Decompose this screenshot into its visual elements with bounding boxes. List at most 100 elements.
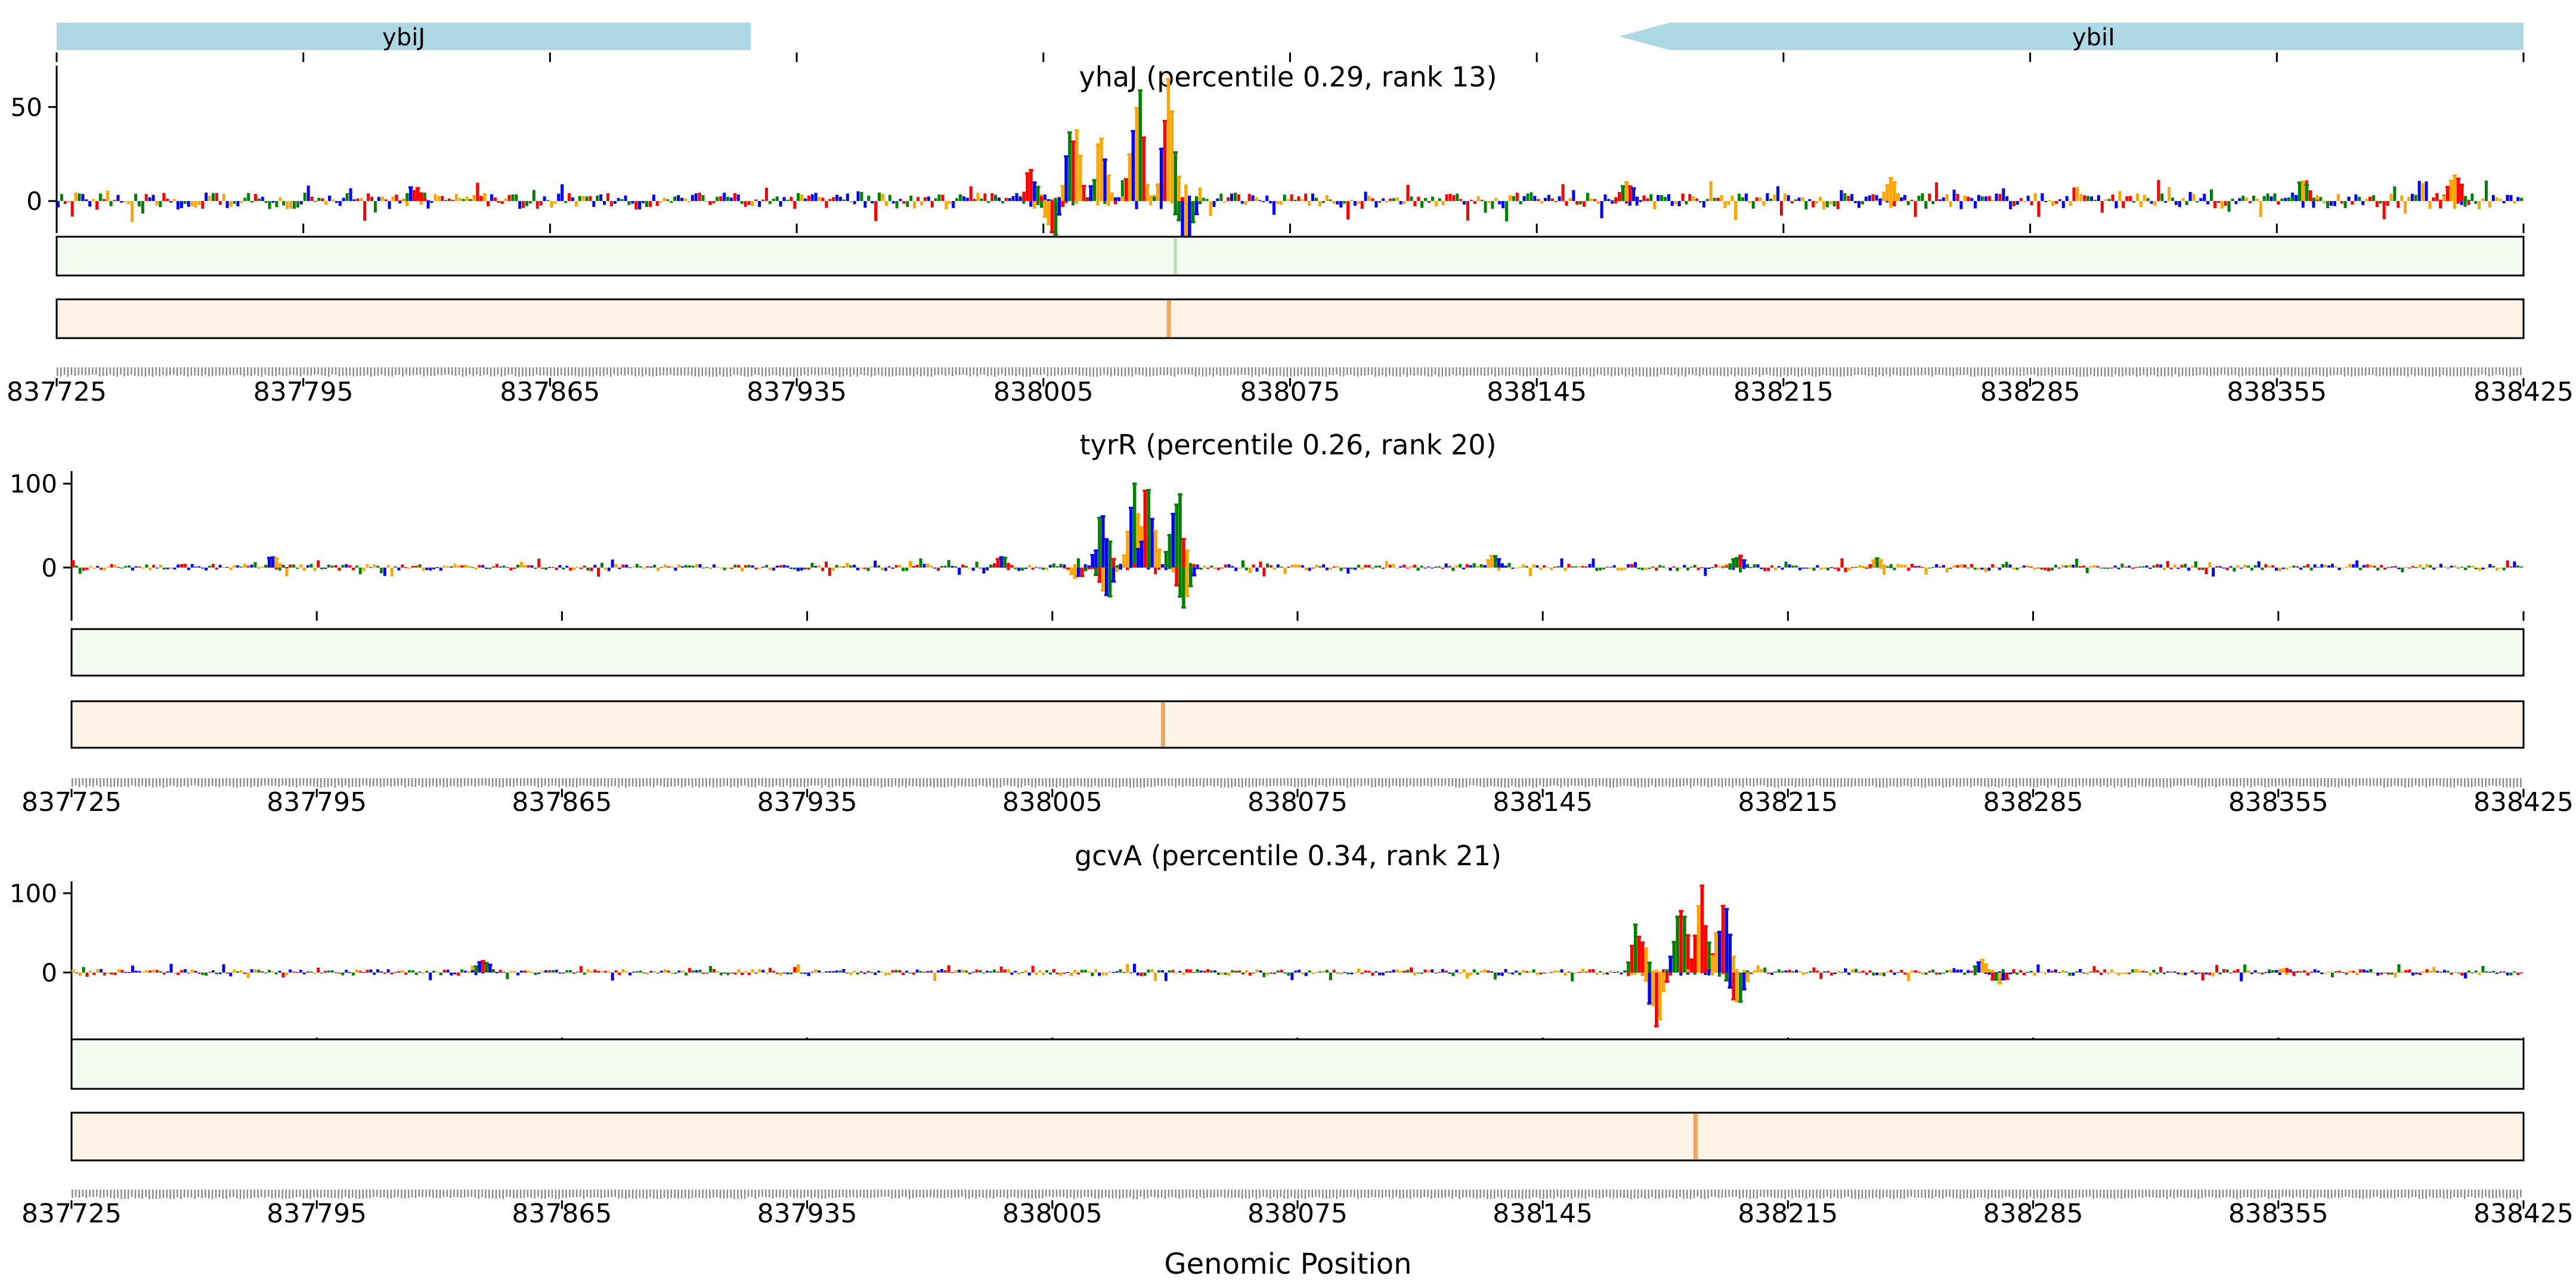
attribution-bar <box>457 972 460 976</box>
sequence-base <box>1584 1190 1587 1199</box>
attribution-bar <box>1015 193 1018 202</box>
sequence-base <box>2037 367 2039 377</box>
attribution-bar <box>2474 201 2478 204</box>
attribution-bar <box>2152 565 2156 568</box>
sequence-base <box>2273 367 2275 376</box>
attribution-bar <box>1627 972 1630 976</box>
sequence-base <box>2205 1190 2206 1198</box>
attribution-bar <box>247 193 250 202</box>
attribution-bar <box>1543 972 1546 974</box>
attribution-bar <box>2206 201 2210 205</box>
peak-bar <box>1136 550 1140 568</box>
sequence-base <box>1357 778 1359 786</box>
sequence-base <box>1857 367 1859 375</box>
sequence-base <box>2361 367 2363 376</box>
sequence-base <box>567 367 569 376</box>
sequence-base <box>881 367 883 376</box>
sequence-base <box>603 1190 606 1198</box>
attribution-bar <box>740 567 744 572</box>
sequence-base <box>1784 1190 1787 1199</box>
attribution-bar <box>887 972 891 976</box>
attribution-bar <box>2118 191 2122 202</box>
sequence-base <box>1150 778 1152 787</box>
sequence-base <box>1270 1190 1271 1199</box>
attribution-bar <box>1216 567 1220 571</box>
attribution-bar <box>1991 200 1995 202</box>
sequence-base <box>983 367 985 375</box>
attribution-bar <box>131 567 134 571</box>
attribution-bar <box>877 970 881 973</box>
peak-bar <box>1668 958 1673 973</box>
attribution-bar <box>1583 201 1586 207</box>
peak-cap <box>1002 556 1008 559</box>
sequence-base <box>2309 778 2312 787</box>
sequence-base <box>1399 367 1401 377</box>
attribution-bar <box>1589 198 1593 202</box>
sequence-base <box>2358 367 2360 376</box>
sequence-base <box>1336 367 1337 375</box>
attribution-bar <box>958 970 961 973</box>
sequence-base <box>362 778 364 786</box>
attribution-bar <box>2429 970 2432 973</box>
attribution-bar <box>1381 567 1385 569</box>
attribution-bar <box>828 199 832 202</box>
attribution-bar <box>173 199 177 202</box>
sequence-base <box>2089 778 2091 787</box>
sequence-base <box>1423 1190 1425 1197</box>
attribution-bar <box>2218 972 2222 975</box>
sequence-base <box>411 1190 413 1198</box>
sequence-base <box>793 1190 795 1199</box>
attribution-bar <box>635 971 639 973</box>
sequence-base <box>698 778 700 788</box>
peak-bar <box>1138 91 1142 202</box>
sequence-base <box>2386 367 2388 376</box>
attribution-bar <box>81 194 85 202</box>
sequence-base <box>2496 1190 2497 1199</box>
sequence-base <box>1463 367 1465 377</box>
attribution-bar <box>2253 970 2257 973</box>
attribution-bar <box>572 972 576 974</box>
attribution-bar <box>1508 195 1512 202</box>
attribution-bar <box>522 201 525 208</box>
attribution-bar <box>824 561 828 568</box>
sequence-base <box>747 367 749 377</box>
sequence-base <box>877 1190 879 1198</box>
sequence-base <box>856 778 858 787</box>
sequence-base <box>239 1190 242 1199</box>
sequence-base <box>941 367 943 375</box>
attribution-bar <box>1646 198 1649 202</box>
attribution-bar <box>2442 970 2446 973</box>
sequence-base <box>1709 367 1711 376</box>
attribution-bar <box>719 567 723 569</box>
attribution-bar <box>1931 969 1935 973</box>
sequence-base <box>1711 778 1713 787</box>
sequence-base <box>1048 778 1051 787</box>
attribution-bar <box>2005 562 2008 568</box>
attribution-bar <box>1924 201 1928 209</box>
sequence-base <box>969 367 971 377</box>
attribution-bar <box>849 565 853 568</box>
peak-bar <box>1185 567 1189 595</box>
attribution-bar <box>986 567 989 571</box>
attribution-bar <box>2208 562 2212 568</box>
sequence-base <box>131 367 132 375</box>
sequence-base <box>131 778 133 786</box>
peak-bar <box>1749 972 1753 974</box>
sequence-base <box>2199 367 2201 376</box>
sequence-base <box>2492 1190 2494 1199</box>
attribution-bar <box>2460 566 2464 568</box>
sequence-base <box>2096 1190 2098 1198</box>
attribution-bar <box>166 199 169 202</box>
sequence-base <box>1198 367 1200 376</box>
peak-cap <box>1871 559 1876 562</box>
attribution-bar <box>351 567 355 571</box>
attribution-bar <box>1829 566 1833 568</box>
attribution-bar <box>1511 567 1515 569</box>
sequence-base <box>2484 367 2487 375</box>
sequence-base <box>2341 778 2343 786</box>
sequence-base <box>877 778 879 787</box>
sequence-base <box>680 367 682 376</box>
attribution-bar <box>2159 967 2163 973</box>
attribution-bar <box>1027 565 1031 568</box>
peak-cap <box>1724 979 1729 982</box>
